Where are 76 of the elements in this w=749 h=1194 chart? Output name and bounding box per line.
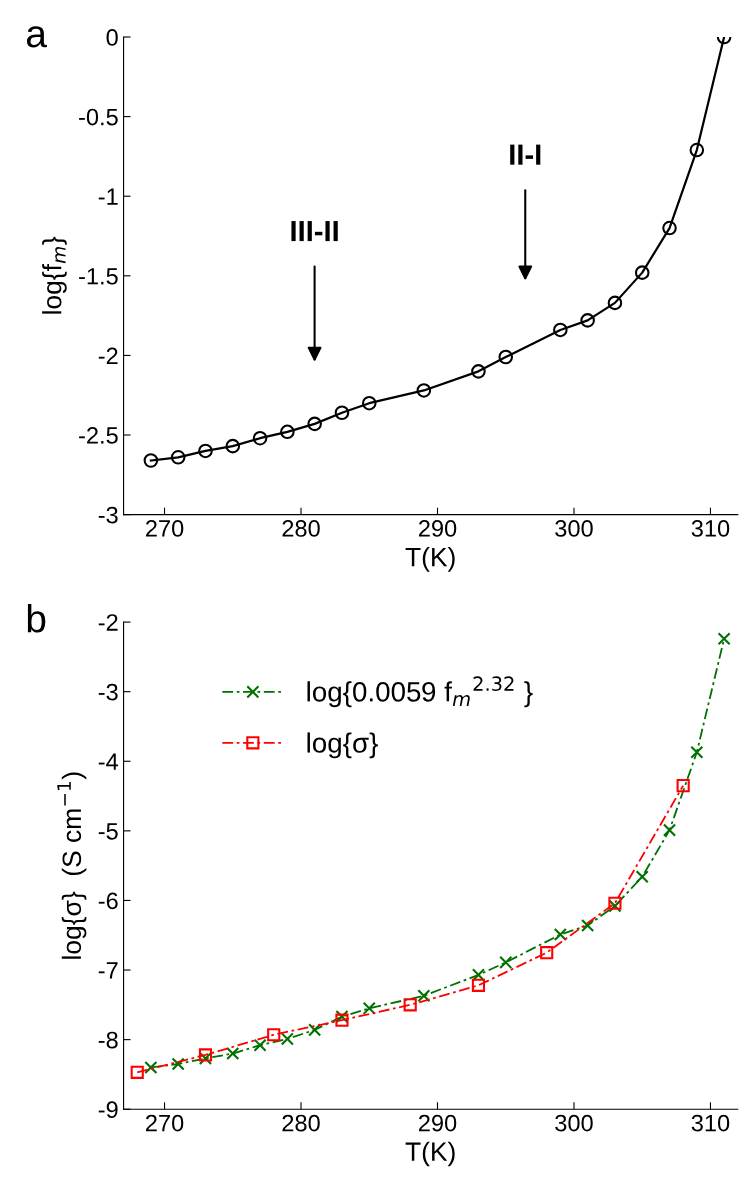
point bbox=[280, 424, 295, 440]
y-axis-title: log{σ} (S cm$^{−1}$) bbox=[57, 772, 87, 959]
x-tick-label: 290 bbox=[418, 520, 457, 537]
x-tick-label: 300 bbox=[555, 1114, 593, 1132]
point bbox=[540, 946, 554, 960]
x-tick-label: 290 bbox=[418, 1114, 457, 1132]
point bbox=[144, 1060, 158, 1075]
point bbox=[581, 918, 595, 933]
point bbox=[225, 438, 241, 454]
y-tick-label: -0.5 bbox=[79, 108, 118, 126]
point bbox=[253, 1038, 267, 1052]
point bbox=[471, 968, 486, 982]
y-tick-label: -5 bbox=[98, 823, 118, 840]
y-tick-label: -3 bbox=[98, 506, 118, 524]
point bbox=[308, 1023, 322, 1037]
point bbox=[403, 998, 417, 1012]
point bbox=[662, 220, 677, 236]
point bbox=[717, 632, 731, 646]
x-tick-label: 270 bbox=[146, 1114, 184, 1132]
y-tick-label: -1.5 bbox=[79, 268, 118, 285]
point bbox=[362, 1001, 376, 1015]
y-tick-label: 0 bbox=[106, 29, 118, 46]
point bbox=[280, 1032, 294, 1046]
point bbox=[499, 955, 513, 969]
point bbox=[417, 989, 431, 1003]
point bbox=[198, 1051, 213, 1066]
point bbox=[580, 313, 595, 328]
legend-label: log{0.0059 f$_{m}$$^{2.32}$ } bbox=[307, 676, 533, 708]
point bbox=[471, 978, 486, 992]
point bbox=[361, 395, 377, 411]
legend-label: log{σ} bbox=[307, 732, 378, 759]
point bbox=[170, 450, 186, 465]
y-axis-title: log{f$_{m}$} bbox=[42, 236, 67, 314]
point bbox=[416, 383, 432, 398]
y-tick-label: -3 bbox=[98, 683, 118, 701]
point bbox=[689, 142, 705, 158]
point bbox=[130, 1065, 144, 1079]
point bbox=[690, 745, 704, 759]
x-tick-label: 280 bbox=[282, 520, 320, 537]
x-axis-title: T(K) bbox=[405, 1141, 455, 1167]
point bbox=[143, 453, 159, 468]
y-tick-label: -4 bbox=[98, 753, 119, 770]
point bbox=[226, 1046, 240, 1061]
y-tick-label: -2.5 bbox=[79, 427, 118, 444]
x-axis-title: T(K) bbox=[405, 547, 455, 572]
x-tick-label: 310 bbox=[691, 520, 730, 537]
point bbox=[471, 364, 486, 379]
y-tick-label: -1 bbox=[98, 188, 118, 205]
x-tick-label: 270 bbox=[146, 520, 184, 537]
y-tick-label: -2 bbox=[98, 347, 118, 364]
point bbox=[267, 1028, 281, 1042]
annotation: II-I bbox=[510, 144, 541, 165]
x-tick-label: 280 bbox=[282, 1114, 320, 1132]
point bbox=[676, 779, 690, 793]
y-tick-label: -6 bbox=[98, 892, 118, 910]
point bbox=[307, 416, 322, 432]
point bbox=[634, 265, 650, 280]
point bbox=[498, 349, 514, 365]
point bbox=[198, 443, 213, 459]
point bbox=[334, 405, 350, 421]
point bbox=[635, 870, 649, 884]
point bbox=[607, 295, 623, 311]
annotation: III-II bbox=[291, 221, 338, 242]
y-tick-label: -8 bbox=[98, 1031, 118, 1049]
point bbox=[662, 823, 677, 837]
x-tick-label: 310 bbox=[691, 1114, 730, 1132]
chart-title: a bbox=[26, 26, 47, 48]
y-tick-label: -2 bbox=[98, 614, 118, 631]
point bbox=[252, 430, 268, 446]
chart-title: b bbox=[27, 603, 46, 633]
y-tick-label: -7 bbox=[98, 962, 118, 979]
y-tick-label: -9 bbox=[98, 1101, 118, 1119]
point bbox=[553, 927, 567, 942]
point bbox=[171, 1057, 185, 1071]
point bbox=[553, 322, 568, 338]
x-tick-label: 300 bbox=[555, 520, 593, 537]
